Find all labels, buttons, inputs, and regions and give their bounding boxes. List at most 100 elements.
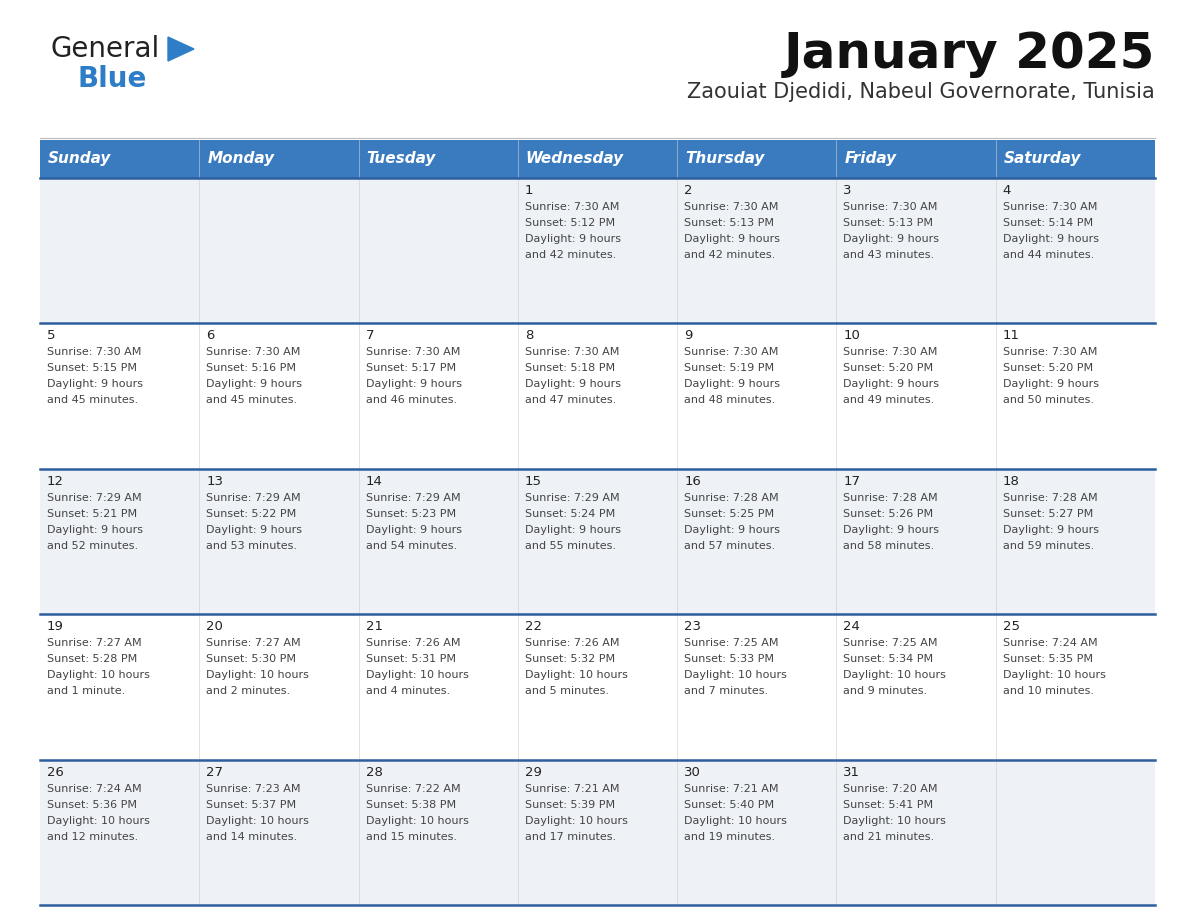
Text: 2: 2 — [684, 184, 693, 197]
Bar — [40, 469, 200, 614]
Bar — [996, 469, 1155, 614]
Bar — [518, 178, 677, 323]
Text: 5: 5 — [48, 330, 56, 342]
Bar — [677, 614, 836, 759]
Bar — [40, 323, 200, 469]
Text: 28: 28 — [366, 766, 383, 778]
Text: Saturday: Saturday — [1004, 151, 1081, 166]
Text: Daylight: 9 hours: Daylight: 9 hours — [1003, 525, 1099, 535]
Bar — [359, 614, 518, 759]
Text: Sunset: 5:37 PM: Sunset: 5:37 PM — [207, 800, 297, 810]
Text: and 4 minutes.: and 4 minutes. — [366, 686, 450, 696]
Text: 7: 7 — [366, 330, 374, 342]
Text: 25: 25 — [1003, 621, 1019, 633]
Text: Daylight: 10 hours: Daylight: 10 hours — [1003, 670, 1106, 680]
Text: 29: 29 — [525, 766, 542, 778]
Text: Daylight: 10 hours: Daylight: 10 hours — [684, 670, 786, 680]
Text: Sunset: 5:17 PM: Sunset: 5:17 PM — [366, 364, 456, 374]
Bar — [359, 469, 518, 614]
Text: and 17 minutes.: and 17 minutes. — [525, 832, 617, 842]
Text: Daylight: 10 hours: Daylight: 10 hours — [525, 670, 627, 680]
Text: Sunrise: 7:30 AM: Sunrise: 7:30 AM — [207, 347, 301, 357]
Text: Wednesday: Wednesday — [526, 151, 624, 166]
Bar — [836, 614, 996, 759]
Text: and 5 minutes.: and 5 minutes. — [525, 686, 609, 696]
Text: Sunrise: 7:24 AM: Sunrise: 7:24 AM — [1003, 638, 1098, 648]
Bar — [996, 178, 1155, 323]
Text: 13: 13 — [207, 475, 223, 487]
Bar — [200, 614, 359, 759]
Text: Sunset: 5:13 PM: Sunset: 5:13 PM — [684, 218, 775, 228]
Text: Sunrise: 7:28 AM: Sunrise: 7:28 AM — [1003, 493, 1098, 503]
Text: and 43 minutes.: and 43 minutes. — [843, 250, 935, 260]
Text: Tuesday: Tuesday — [367, 151, 436, 166]
Text: Sunrise: 7:29 AM: Sunrise: 7:29 AM — [366, 493, 460, 503]
Text: Sunrise: 7:24 AM: Sunrise: 7:24 AM — [48, 784, 141, 793]
Text: Monday: Monday — [207, 151, 274, 166]
Bar — [40, 140, 200, 178]
Text: 26: 26 — [48, 766, 64, 778]
Text: Daylight: 9 hours: Daylight: 9 hours — [684, 234, 781, 244]
Text: Daylight: 9 hours: Daylight: 9 hours — [366, 379, 462, 389]
Bar — [836, 323, 996, 469]
Text: Sunset: 5:16 PM: Sunset: 5:16 PM — [207, 364, 296, 374]
Text: Sunset: 5:12 PM: Sunset: 5:12 PM — [525, 218, 615, 228]
Text: Daylight: 10 hours: Daylight: 10 hours — [48, 670, 150, 680]
Text: 10: 10 — [843, 330, 860, 342]
Text: 14: 14 — [366, 475, 383, 487]
Text: Sunrise: 7:30 AM: Sunrise: 7:30 AM — [843, 202, 937, 212]
Bar — [200, 759, 359, 905]
Text: and 57 minutes.: and 57 minutes. — [684, 541, 776, 551]
Text: Sunset: 5:15 PM: Sunset: 5:15 PM — [48, 364, 137, 374]
Text: Sunrise: 7:29 AM: Sunrise: 7:29 AM — [525, 493, 619, 503]
Text: Sunset: 5:23 PM: Sunset: 5:23 PM — [366, 509, 456, 519]
Text: Sunrise: 7:27 AM: Sunrise: 7:27 AM — [207, 638, 301, 648]
Text: Sunset: 5:30 PM: Sunset: 5:30 PM — [207, 655, 296, 665]
Text: and 55 minutes.: and 55 minutes. — [525, 541, 615, 551]
Text: Sunset: 5:14 PM: Sunset: 5:14 PM — [1003, 218, 1093, 228]
Text: 20: 20 — [207, 621, 223, 633]
Text: Daylight: 9 hours: Daylight: 9 hours — [207, 525, 302, 535]
Text: Sunset: 5:26 PM: Sunset: 5:26 PM — [843, 509, 934, 519]
Text: Sunrise: 7:30 AM: Sunrise: 7:30 AM — [1003, 347, 1097, 357]
Bar — [518, 759, 677, 905]
Bar — [836, 759, 996, 905]
Text: Sunrise: 7:30 AM: Sunrise: 7:30 AM — [48, 347, 141, 357]
Text: Sunset: 5:13 PM: Sunset: 5:13 PM — [843, 218, 934, 228]
Text: Daylight: 9 hours: Daylight: 9 hours — [1003, 234, 1099, 244]
Text: Friday: Friday — [845, 151, 897, 166]
Text: 21: 21 — [366, 621, 383, 633]
Text: and 19 minutes.: and 19 minutes. — [684, 832, 776, 842]
Text: Daylight: 10 hours: Daylight: 10 hours — [366, 670, 468, 680]
Bar — [200, 323, 359, 469]
Bar — [996, 614, 1155, 759]
Text: Daylight: 10 hours: Daylight: 10 hours — [843, 815, 947, 825]
Text: and 47 minutes.: and 47 minutes. — [525, 396, 617, 406]
Bar — [677, 140, 836, 178]
Text: Daylight: 10 hours: Daylight: 10 hours — [366, 815, 468, 825]
Text: General: General — [50, 35, 159, 63]
Text: 24: 24 — [843, 621, 860, 633]
Text: Sunset: 5:31 PM: Sunset: 5:31 PM — [366, 655, 455, 665]
Text: Sunset: 5:39 PM: Sunset: 5:39 PM — [525, 800, 615, 810]
Text: Sunset: 5:32 PM: Sunset: 5:32 PM — [525, 655, 615, 665]
Bar — [518, 614, 677, 759]
Bar — [996, 759, 1155, 905]
Text: Sunrise: 7:29 AM: Sunrise: 7:29 AM — [48, 493, 141, 503]
Bar — [996, 323, 1155, 469]
Text: and 1 minute.: and 1 minute. — [48, 686, 125, 696]
Bar — [359, 759, 518, 905]
Text: Sunrise: 7:21 AM: Sunrise: 7:21 AM — [525, 784, 619, 793]
Text: Sunset: 5:33 PM: Sunset: 5:33 PM — [684, 655, 775, 665]
Text: Sunset: 5:35 PM: Sunset: 5:35 PM — [1003, 655, 1093, 665]
Text: Sunrise: 7:20 AM: Sunrise: 7:20 AM — [843, 784, 939, 793]
Text: and 45 minutes.: and 45 minutes. — [207, 396, 297, 406]
Text: Sunrise: 7:25 AM: Sunrise: 7:25 AM — [843, 638, 939, 648]
Text: and 49 minutes.: and 49 minutes. — [843, 396, 935, 406]
Bar — [40, 614, 200, 759]
Text: 23: 23 — [684, 621, 701, 633]
Text: Daylight: 9 hours: Daylight: 9 hours — [525, 525, 621, 535]
Text: Daylight: 10 hours: Daylight: 10 hours — [207, 670, 309, 680]
Text: Sunset: 5:28 PM: Sunset: 5:28 PM — [48, 655, 138, 665]
Text: Sunrise: 7:30 AM: Sunrise: 7:30 AM — [684, 347, 778, 357]
